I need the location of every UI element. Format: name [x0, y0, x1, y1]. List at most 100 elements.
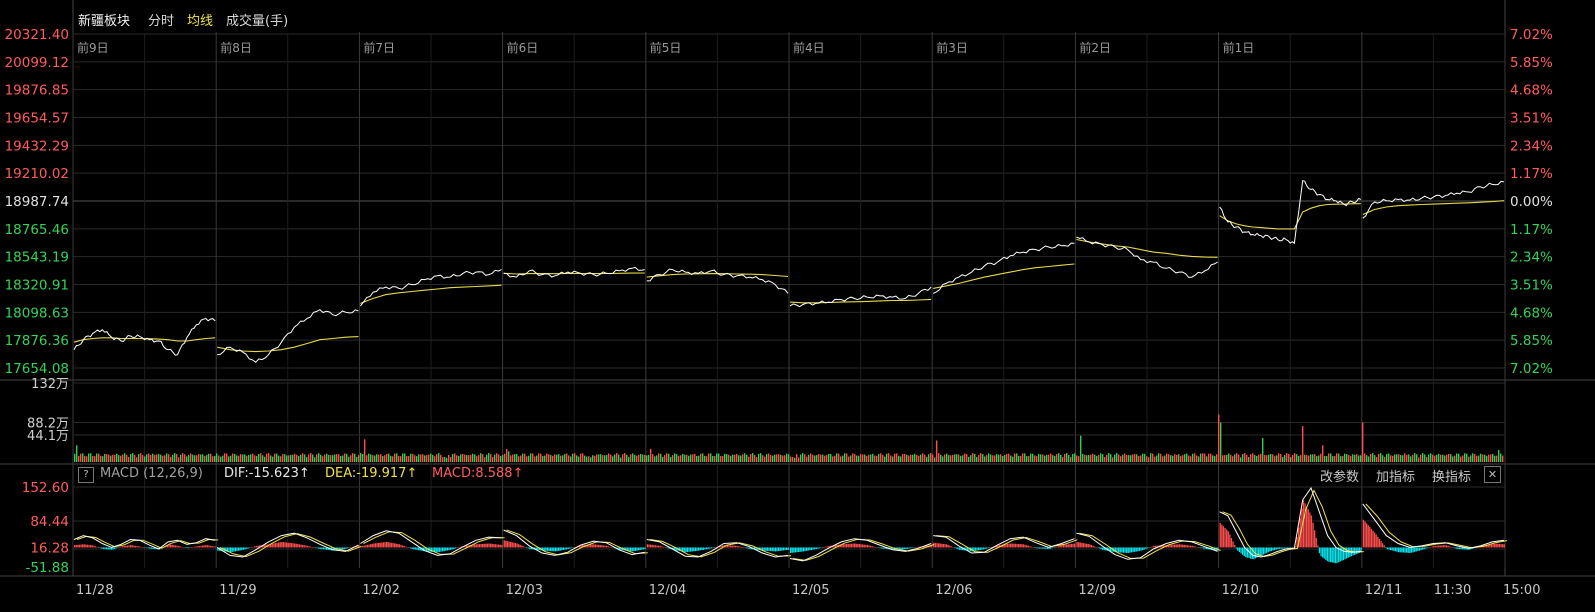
close-icon[interactable]: ✕ — [1484, 466, 1501, 483]
volume-bar — [108, 454, 110, 462]
average-line — [1362, 200, 1505, 216]
date-label: 12/06 — [935, 583, 972, 598]
macd-histogram-bar — [1431, 546, 1433, 548]
macd-histogram-bar — [211, 546, 213, 548]
macd-histogram-bar — [822, 547, 824, 548]
macd-histogram-bar — [406, 547, 409, 548]
volume-bar — [828, 453, 830, 462]
help-icon[interactable]: ? — [78, 467, 94, 483]
volume-bar — [368, 453, 370, 462]
volume-bar — [556, 454, 558, 462]
macd-histogram-bar — [741, 546, 743, 548]
macd-histogram-bar — [437, 547, 439, 553]
macd-histogram-bar — [1048, 547, 1050, 550]
macd-histogram-bar — [984, 547, 986, 550]
volume-tick-label: 88.2万 — [27, 417, 69, 432]
volume-bar — [478, 455, 480, 462]
volume-bar — [618, 454, 620, 462]
macd-histogram-bar — [1019, 544, 1021, 548]
macd-histogram-bar — [913, 547, 915, 548]
date-label: 12/10 — [1222, 583, 1259, 598]
volume-bar — [696, 455, 698, 462]
volume-bar — [1226, 454, 1228, 462]
volume-bar — [452, 454, 454, 462]
average-line-label[interactable]: 均线 — [187, 14, 214, 29]
volume-bar — [700, 453, 702, 462]
macd-histogram-bar — [667, 547, 669, 549]
macd-histogram-bar — [750, 547, 753, 550]
macd-histogram-bar — [957, 547, 959, 550]
percent-tick-label: 5.85% — [1510, 333, 1553, 349]
macd-histogram-bar — [702, 547, 705, 550]
volume-bar — [964, 453, 966, 462]
macd-histogram-bar — [1385, 547, 1387, 548]
volume-bar — [764, 456, 766, 462]
macd-histogram-bar — [1438, 545, 1440, 548]
volume-bar — [418, 454, 420, 462]
volume-bar — [186, 456, 188, 462]
macd-histogram-bar — [958, 547, 961, 550]
volume-bar — [212, 456, 214, 462]
volume-bar — [688, 455, 690, 462]
volume-bar — [1222, 455, 1224, 462]
switch-indicator-button[interactable]: 换指标 — [1432, 470, 1472, 485]
macd-histogram-bar — [762, 547, 764, 551]
macd-histogram-bar — [483, 543, 485, 548]
macd-histogram-bar — [599, 545, 601, 548]
macd-histogram-bar — [1121, 547, 1123, 553]
volume-bar — [266, 453, 268, 462]
macd-histogram-bar — [80, 544, 82, 548]
macd-histogram-bar — [1383, 545, 1385, 548]
volume-bar — [384, 455, 386, 462]
macd-histogram-bar — [1364, 521, 1366, 548]
add-indicator-button[interactable]: 加指标 — [1376, 470, 1416, 485]
percent-tick-label: 2.34% — [1510, 138, 1553, 154]
macd-histogram-bar — [1302, 500, 1305, 548]
volume-bar — [634, 454, 636, 462]
volume-bar — [826, 454, 828, 462]
volume-bar — [752, 453, 754, 462]
volume-bar — [670, 456, 672, 462]
volume-bar — [1132, 454, 1134, 462]
change-params-button[interactable]: 改参数 — [1320, 470, 1360, 485]
macd-histogram-bar — [1175, 544, 1177, 548]
volume-bar — [348, 456, 350, 462]
macd-histogram-bar — [1094, 546, 1096, 548]
volume-bar — [1312, 454, 1314, 462]
macd-histogram-bar — [213, 546, 215, 548]
macd-histogram-bar — [569, 547, 571, 549]
volume-bar — [464, 454, 466, 462]
price-line — [1076, 236, 1218, 278]
macd-histogram-bar — [257, 545, 259, 548]
macd-histogram-bar — [496, 544, 498, 548]
volume-bar — [1198, 456, 1200, 462]
volume-bar — [748, 456, 750, 462]
macd-histogram-bar — [731, 545, 733, 548]
volume-bar — [316, 454, 318, 462]
macd-histogram-bar — [345, 547, 347, 549]
macd-histogram-bar — [736, 545, 738, 548]
intraday-mode-label[interactable]: 分时 — [148, 14, 175, 29]
volume-bar — [304, 454, 306, 462]
volume-bar — [486, 454, 488, 462]
volume-bar — [346, 453, 348, 462]
dea-line — [649, 539, 792, 558]
volume-bar — [1458, 453, 1460, 462]
volume-bar — [614, 454, 616, 462]
macd-histogram-bar — [324, 547, 326, 550]
macd-histogram-bar — [382, 542, 385, 548]
volume-bar — [800, 454, 802, 462]
volume-bar — [546, 453, 548, 462]
macd-histogram-bar — [550, 547, 552, 552]
volume-bar — [1152, 453, 1154, 462]
macd-histogram-bar — [979, 547, 981, 550]
macd-indicator-name[interactable]: MACD (12,26,9) — [100, 466, 203, 481]
volume-bar — [436, 454, 438, 462]
volume-bar — [578, 456, 580, 462]
macd-lines — [73, 486, 1508, 562]
volume-bar — [1020, 455, 1022, 462]
macd-histogram-bar — [1040, 547, 1042, 549]
macd-histogram-bar — [1338, 547, 1340, 563]
volume-bar — [194, 455, 196, 462]
macd-histogram-bar — [1500, 544, 1502, 548]
